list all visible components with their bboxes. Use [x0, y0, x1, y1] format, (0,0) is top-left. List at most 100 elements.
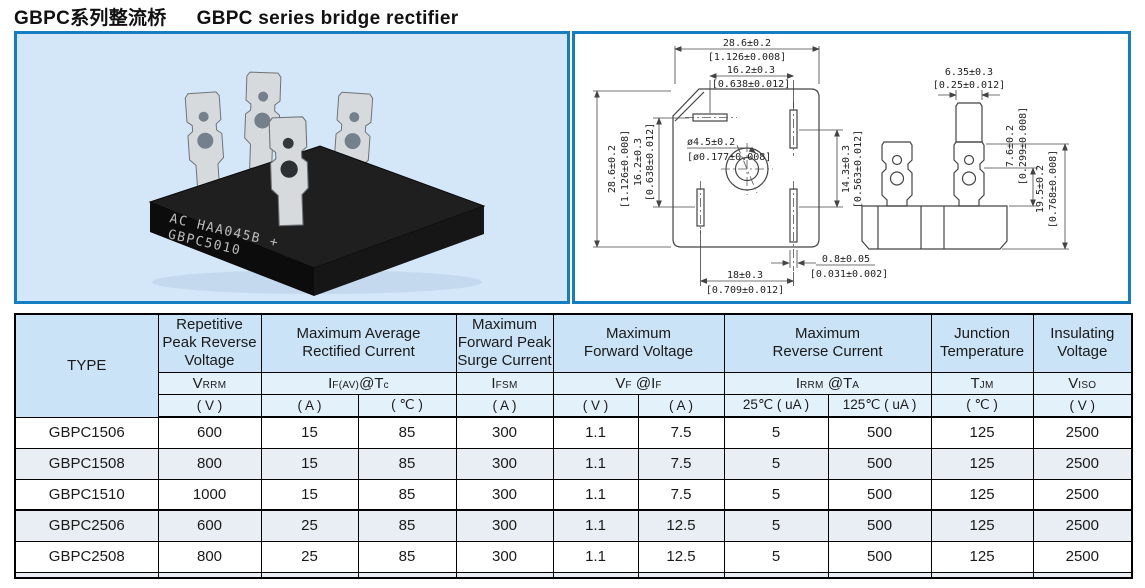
table-row: GBPC2508 800 25 85 300 1.1 12.5 5 500 12…: [14, 540, 1133, 573]
product-photo-panel: AC HAA045B + GBPC5010: [14, 31, 570, 304]
cell: 1.1: [552, 447, 639, 480]
table-row: GBPC2506 600 25 85 300 1.1 12.5 5 500 12…: [14, 509, 1133, 542]
col-header-max-forward-peak-surge-current: Maximum Forward Peak Surge Current: [455, 313, 554, 373]
cell: 25: [260, 540, 359, 573]
type-value: GBPC1510: [14, 478, 159, 511]
unit-cell: ( A ): [637, 393, 725, 418]
dim-top-width-mm: 28.6±0.2: [723, 38, 771, 49]
cell: 25: [260, 509, 359, 542]
col-header-max-forward-voltage: Maximum Forward Voltage: [552, 313, 725, 373]
dim-left-height-in: [1.126±0.008]: [620, 130, 631, 208]
cell: 300: [455, 509, 554, 542]
cell: 600: [157, 416, 262, 449]
dim-inner-width-mm: 16.2±0.3: [727, 65, 775, 76]
corner-chamfer-line: [674, 91, 705, 122]
cell: 15: [260, 478, 359, 511]
side-tab-right: [953, 141, 985, 207]
symbol-viso: VISO: [1032, 371, 1133, 395]
cell: 85: [357, 540, 457, 573]
cell: 300: [455, 540, 554, 573]
case-outline: [672, 88, 820, 248]
unit-cell: ( V ): [157, 393, 262, 418]
col-header-max-average-rectified-current: Maximum Average Rectified Current: [260, 313, 457, 373]
cell: 300: [455, 447, 554, 480]
spec-table: TYPE Repetitive Peak Reverse Voltage Maxim…: [14, 313, 1134, 579]
cell: 500: [827, 416, 932, 449]
cell: 800: [157, 447, 262, 480]
cell: 12.5: [637, 509, 725, 542]
symbol-vf-if: VF @IF: [552, 371, 725, 395]
table-row: GBPC1510 1000 15 85 300 1.1 7.5 5 500 12…: [14, 478, 1133, 511]
cell: 125: [930, 540, 1034, 573]
dim-top-width-in: [1.126±0.008]: [708, 52, 786, 63]
unit-cell: ( ℃ ): [357, 393, 457, 418]
cell: 12.5: [637, 540, 725, 573]
cell: 5: [723, 540, 829, 573]
col-header-insulating-voltage: Insulating Voltage: [1032, 313, 1133, 373]
cell: 800: [157, 540, 262, 573]
col-header-type: TYPE: [14, 313, 159, 418]
cell: 1000: [157, 478, 262, 511]
cell: 85: [357, 478, 457, 511]
cell: 1.1: [552, 478, 639, 511]
unit-cell: ( V ): [552, 393, 639, 418]
dim-inner-width-in: [0.638±0.012]: [712, 79, 790, 90]
illustration-panels: AC HAA045B + GBPC5010: [14, 31, 1131, 304]
dim-left-height-mm: 28.6±0.2: [607, 145, 618, 193]
cell: 5: [723, 416, 829, 449]
body-right-face: [314, 206, 484, 296]
cell: 7.5: [637, 416, 725, 449]
cell: 5: [723, 509, 829, 542]
type-value: GBPC2506: [14, 509, 159, 542]
cell: 300: [455, 478, 554, 511]
cell: 125: [930, 478, 1034, 511]
unit-cell: ( V ): [1032, 393, 1133, 418]
cell: 15: [260, 447, 359, 480]
cell: 2500: [1032, 447, 1133, 480]
cell: 5: [723, 447, 829, 480]
cell: 2500: [1032, 509, 1133, 542]
cell: 85: [357, 509, 457, 542]
cell: 600: [157, 509, 262, 542]
cell: 1.1: [552, 416, 639, 449]
table-row-partial: [14, 571, 1133, 579]
symbol-tjm: TJM: [930, 371, 1034, 395]
dim-hole-mm: ø4.5±0.2: [687, 137, 735, 148]
unit-cell: 25℃ ( uA ): [723, 393, 829, 418]
cell: 1.1: [552, 540, 639, 573]
symbol-vrrm: VRRM: [157, 371, 262, 395]
unit-cell: ( A ): [455, 393, 554, 418]
cell: 500: [827, 478, 932, 511]
body-left-face: [150, 202, 314, 296]
side-tab-right-shank: [955, 102, 983, 143]
symbol-ifsm: IFSM: [455, 371, 554, 395]
type-value: GBPC1508: [14, 447, 159, 480]
symbol-ifav-tc: IF(AV)@Tc: [260, 371, 457, 395]
type-value: GBPC1506: [14, 416, 159, 449]
dim-hole-in: [ø0.177±0.008]: [687, 152, 771, 163]
dim-slot-thickness-in: [0.031±0.002]: [810, 269, 888, 280]
table-row: GBPC1508 800 15 85 300 1.1 7.5 5 500 125…: [14, 447, 1133, 480]
cell: 85: [357, 447, 457, 480]
dim-inner-height-in: [0.638±0.012]: [645, 123, 656, 201]
page-title: GBPC系列整流桥 GBPC series bridge rectifier: [14, 3, 458, 30]
dimension-drawing-panel: 28.6±0.2 [1.126±0.008] 16.2±0.3 [0.638±0…: [572, 31, 1131, 304]
side-body: [861, 205, 1008, 250]
col-header-junction-temperature: Junction Temperature: [930, 313, 1034, 373]
symbol-irrm-ta: IRRM @TA: [723, 371, 932, 395]
dim-total-height-in: [0.768±0.008]: [1048, 150, 1059, 228]
dim-bottom-width-mm: 18±0.3: [727, 270, 763, 281]
cell: 500: [827, 509, 932, 542]
dim-inner-height-mm: 16.2±0.3: [633, 138, 644, 186]
cell: 2500: [1032, 478, 1133, 511]
side-tab-left: [881, 141, 913, 207]
dim-right-height-in: [0.563±0.012]: [853, 130, 864, 208]
terminal-tab: [184, 91, 225, 190]
cell: 125: [930, 416, 1034, 449]
dim-tab-width-mm: 6.35±0.3: [945, 67, 993, 78]
page-title-english: GBPC series bridge rectifier: [196, 8, 459, 29]
cell: 2500: [1032, 540, 1133, 573]
cell: 125: [930, 509, 1034, 542]
cell: 500: [827, 447, 932, 480]
terminal-tab-positive: [268, 116, 309, 227]
